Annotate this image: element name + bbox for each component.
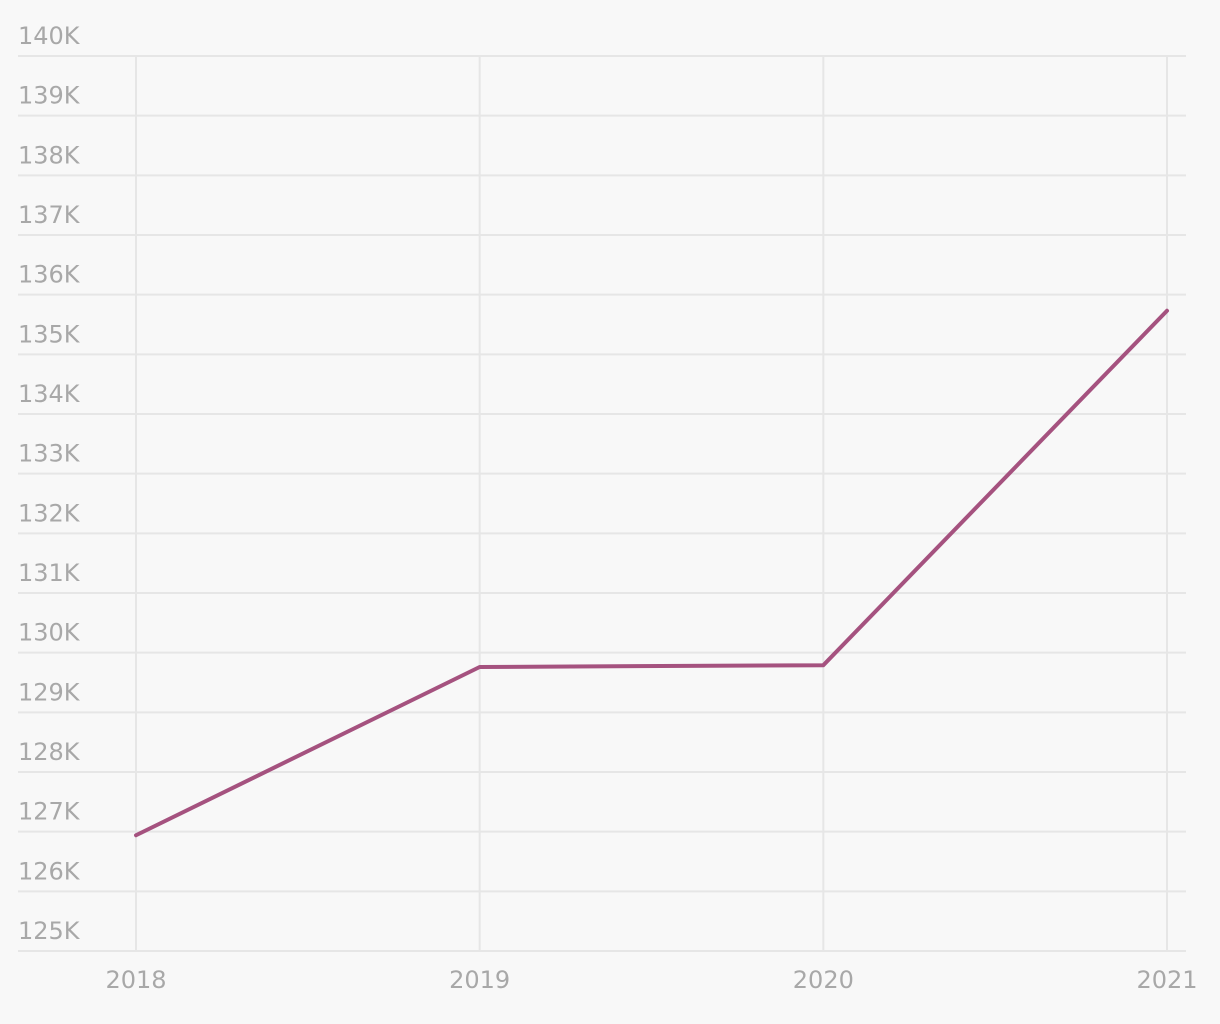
y-tick-label: 138K <box>18 141 81 169</box>
line <box>134 308 1169 838</box>
y-tick-label: 139K <box>18 82 81 110</box>
y-tick-label: 127K <box>18 798 81 826</box>
y-tick-label: 134K <box>18 380 81 408</box>
y-tick-label: 129K <box>18 678 81 706</box>
y-tick-label: 140K <box>18 22 81 50</box>
x-tick-label: 2018 <box>105 966 166 994</box>
x-tick-label: 2021 <box>1136 966 1197 994</box>
y-tick-label: 125K <box>18 917 81 945</box>
y-tick-label: 132K <box>18 499 81 527</box>
y-tick-label: 126K <box>18 857 81 885</box>
y-tick-label: 136K <box>18 261 81 289</box>
y-tick-label: 137K <box>18 201 81 229</box>
x-tick-label: 2020 <box>793 966 854 994</box>
y-tick-label: 128K <box>18 738 81 766</box>
y-tick-label: 131K <box>18 559 81 587</box>
y-tick-label: 133K <box>18 440 81 468</box>
y-tick-label: 135K <box>18 320 81 348</box>
y-tick-label: 130K <box>18 619 81 647</box>
x-tick-label: 2019 <box>449 966 510 994</box>
